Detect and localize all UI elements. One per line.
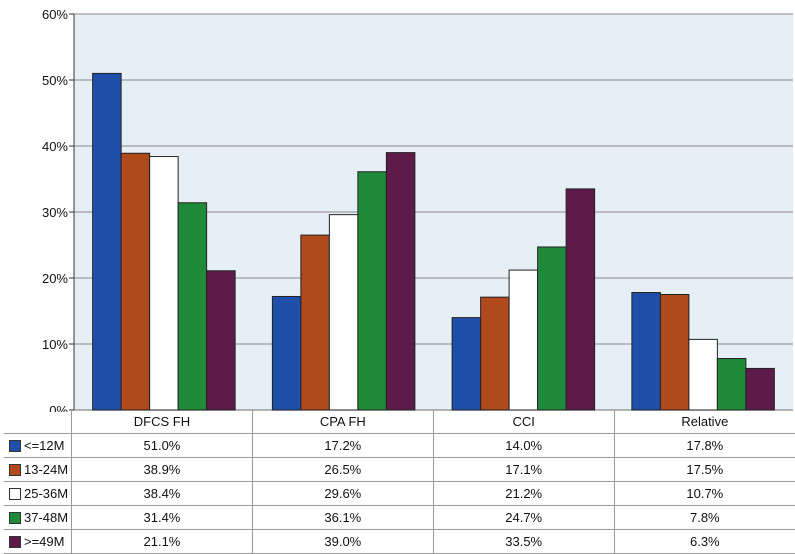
bar-49m-1 bbox=[385, 152, 416, 411]
table-row: 13-24M 38.9% 26.5% 17.1% 17.5% bbox=[4, 457, 795, 482]
y-tick-label: 30% bbox=[42, 205, 68, 220]
data-value-cell: 51.0% bbox=[71, 433, 253, 458]
table-header-row: DFCS FH CPA FH CCI Relative bbox=[4, 410, 795, 434]
table-category-header: Relative bbox=[613, 410, 795, 434]
bar-1324m-2 bbox=[480, 296, 510, 411]
series-name: 13-24M bbox=[24, 462, 69, 478]
table-category-header: DFCS FH bbox=[71, 410, 253, 434]
data-value-cell: 38.4% bbox=[71, 481, 253, 506]
series-name: <=12M bbox=[24, 438, 65, 454]
data-value-cell: 17.1% bbox=[432, 457, 615, 482]
y-tick-label: 40% bbox=[42, 139, 68, 154]
bar-3748m-3 bbox=[716, 358, 747, 411]
data-value-cell: 7.8% bbox=[613, 505, 795, 530]
legend-swatch bbox=[9, 440, 21, 453]
data-value-cell: 17.8% bbox=[613, 433, 795, 458]
data-value-cell: 26.5% bbox=[251, 457, 434, 482]
bar-3748m-2 bbox=[537, 246, 567, 411]
bar-12m-1 bbox=[271, 295, 302, 411]
y-tick-label: 50% bbox=[42, 73, 68, 88]
table-row: >=49M 21.1% 39.0% 33.5% 6.3% bbox=[4, 529, 795, 554]
data-value-cell: 17.2% bbox=[251, 433, 434, 458]
data-value-cell: 36.1% bbox=[251, 505, 434, 530]
bar-1324m-0 bbox=[120, 152, 151, 411]
legend-swatch bbox=[9, 512, 21, 525]
legend-swatch bbox=[9, 488, 21, 501]
series-name: 37-48M bbox=[24, 510, 69, 526]
bar-3748m-0 bbox=[177, 202, 208, 411]
bars bbox=[92, 72, 775, 411]
bar-3748m-1 bbox=[357, 171, 387, 411]
data-value-cell: 21.2% bbox=[432, 481, 615, 506]
legend-cell: 13-24M bbox=[4, 457, 72, 482]
legend-cell: <=12M bbox=[4, 433, 72, 458]
data-value-cell: 29.6% bbox=[251, 481, 434, 506]
y-tick-label: 20% bbox=[42, 271, 68, 286]
legend-cell: 37-48M bbox=[4, 505, 72, 530]
data-value-cell: 14.0% bbox=[432, 433, 615, 458]
bar-2536m-1 bbox=[328, 214, 359, 411]
data-value-cell: 24.7% bbox=[432, 505, 615, 530]
bar-2536m-3 bbox=[688, 338, 718, 411]
bar-2536m-0 bbox=[149, 156, 179, 411]
legend-swatch bbox=[9, 464, 21, 477]
legend-swatch bbox=[9, 536, 21, 549]
bar-12m-3 bbox=[631, 292, 661, 411]
bar-12m-2 bbox=[451, 317, 482, 411]
data-value-cell: 6.3% bbox=[613, 529, 795, 554]
y-tick-label: 0% bbox=[49, 403, 68, 412]
data-value-cell: 38.9% bbox=[71, 457, 253, 482]
data-value-cell: 39.0% bbox=[251, 529, 434, 554]
table-category-header: CPA FH bbox=[251, 410, 434, 434]
series-name: 25-36M bbox=[24, 486, 69, 502]
table-row: 25-36M 38.4% 29.6% 21.2% 10.7% bbox=[4, 481, 795, 506]
bar-1324m-3 bbox=[659, 294, 690, 411]
bar-49m-2 bbox=[565, 188, 596, 411]
bar-1324m-1 bbox=[300, 234, 330, 411]
legend-cell: 25-36M bbox=[4, 481, 72, 506]
data-table: DFCS FH CPA FH CCI Relative <=12M 51.0% 17.2% 1… bbox=[4, 410, 795, 554]
data-value-cell: 33.5% bbox=[432, 529, 615, 554]
table-category-header: CCI bbox=[432, 410, 615, 434]
y-tick-label: 10% bbox=[42, 337, 68, 352]
data-value-cell: 21.1% bbox=[71, 529, 253, 554]
legend-cell: >=49M bbox=[4, 529, 72, 554]
table-row: 37-48M 31.4% 36.1% 24.7% 7.8% bbox=[4, 505, 795, 530]
data-value-cell: 10.7% bbox=[613, 481, 795, 506]
bar-12m-0 bbox=[92, 72, 122, 411]
data-value-cell: 17.5% bbox=[613, 457, 795, 482]
table-row: <=12M 51.0% 17.2% 14.0% 17.8% bbox=[4, 433, 795, 458]
data-value-cell: 31.4% bbox=[71, 505, 253, 530]
bar-49m-3 bbox=[745, 367, 775, 411]
series-name: >=49M bbox=[24, 534, 65, 550]
y-axis: 0% 10% 20% 30% 40% 50% 60% bbox=[42, 7, 75, 412]
bar-49m-0 bbox=[206, 270, 236, 411]
table-corner bbox=[4, 410, 72, 434]
bar-2536m-2 bbox=[508, 269, 539, 411]
y-tick-label: 60% bbox=[42, 7, 68, 22]
